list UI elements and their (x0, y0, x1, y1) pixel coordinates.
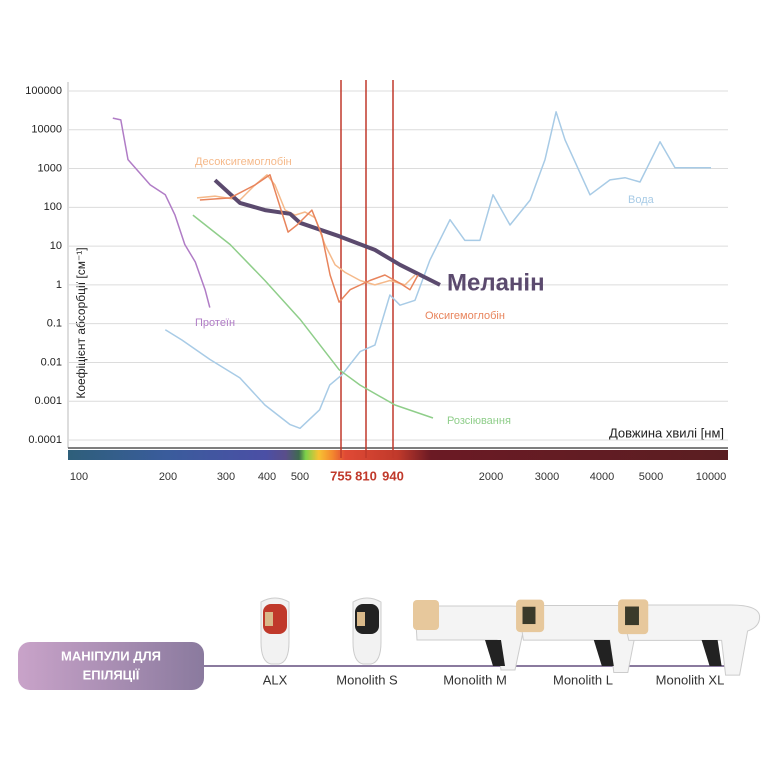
x-tick-label: 2000 (479, 471, 503, 483)
x-tick-label: 810 (355, 468, 377, 483)
products-badge (18, 642, 204, 690)
series-label: Оксигемоглобін (425, 310, 505, 322)
y-tick-label: 0.1 (47, 318, 62, 330)
y-tick-label: 0.001 (34, 395, 62, 407)
series-label: Протеїн (195, 317, 235, 329)
device-icon (618, 599, 761, 676)
device-window (419, 607, 431, 623)
product-name: Monolith XL (656, 672, 725, 687)
series-line (199, 174, 419, 303)
y-tick-label: 1000 (38, 162, 62, 174)
spectrum-bar (68, 450, 728, 460)
device-window (522, 606, 536, 625)
x-tick-label: 300 (217, 471, 235, 483)
x-tick-label: 10000 (696, 471, 727, 483)
device-window (357, 612, 365, 626)
product-name: Monolith L (553, 672, 613, 687)
product-name: Monolith M (443, 672, 507, 687)
x-tick-label: 500 (291, 471, 309, 483)
device-head (263, 604, 287, 634)
x-tick-label: 3000 (535, 471, 559, 483)
device-icon (352, 597, 382, 665)
series-line (196, 174, 416, 286)
series-label: Десоксигемоглобін (195, 156, 292, 168)
series-label: Меланін (447, 269, 545, 296)
series-line (213, 178, 441, 287)
series-line (192, 214, 434, 419)
badge-text: МАНІПУЛИ ДЛЯ (61, 648, 161, 663)
device-window (625, 606, 639, 626)
series-label: Розсіювання (447, 415, 511, 427)
device-head (355, 604, 379, 634)
products: МАНІПУЛИ ДЛЯ ЕПІЛЯЦІЇ ALX Monolith S Monol… (18, 597, 761, 690)
device-window (265, 612, 273, 626)
badge-text: ЕПІЛЯЦІЇ (83, 667, 140, 682)
x-tick-label: 755 (330, 468, 352, 483)
series-label: Вода (628, 194, 655, 206)
y-tick-label: 10000 (31, 124, 62, 136)
x-tick-label: 200 (159, 471, 177, 483)
device-handle (701, 640, 722, 666)
y-tick-label: 100 (44, 201, 62, 213)
y-tick-label: 0.0001 (28, 434, 62, 446)
x-tick-label: 100 (70, 471, 88, 483)
series-line (112, 117, 211, 308)
x-tick-label: 940 (382, 468, 404, 483)
x-axis-label: Довжина хвилі [нм] (609, 425, 724, 440)
y-axis-label: Коефіцієнт абсорбції [см⁻¹] (74, 247, 88, 398)
series-line (164, 111, 711, 430)
device-body (619, 604, 761, 676)
device-handle (485, 640, 505, 666)
device-icon (260, 597, 290, 665)
x-tick-label: 5000 (639, 471, 663, 483)
device-icon (516, 599, 649, 674)
y-tick-label: 10 (50, 240, 62, 252)
y-tick-label: 100000 (25, 85, 62, 97)
x-tick-label: 400 (258, 471, 276, 483)
x-tick-label: 4000 (590, 471, 614, 483)
product-name: Monolith S (336, 672, 398, 687)
y-tick-label: 1 (56, 279, 62, 291)
product-name: ALX (263, 672, 288, 687)
y-tick-label: 0.01 (41, 356, 62, 368)
device-handle (593, 640, 614, 666)
